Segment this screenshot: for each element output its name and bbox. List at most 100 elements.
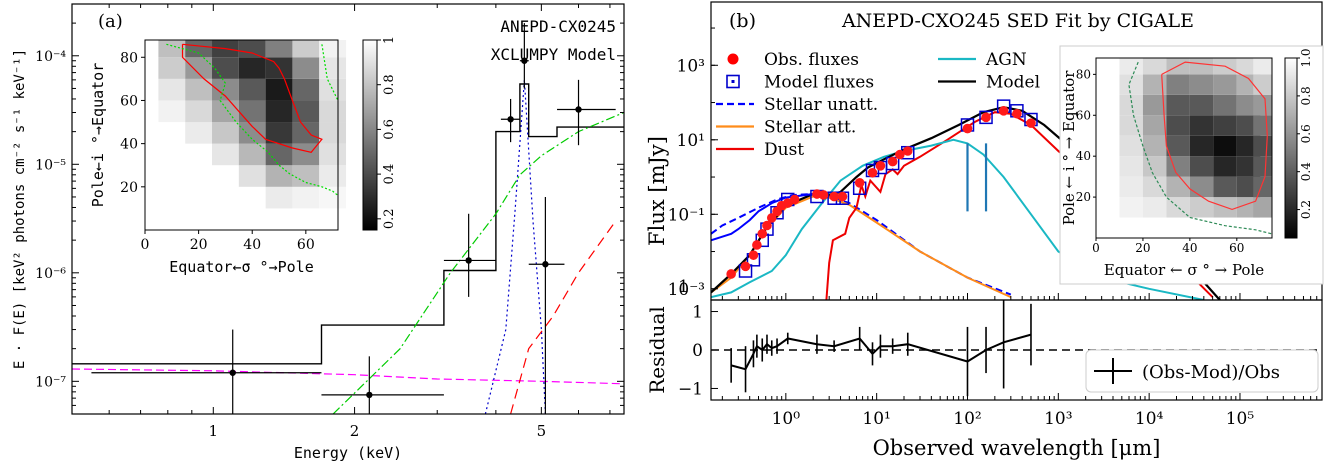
- heatmap-cell: [1253, 74, 1272, 95]
- heatmap-cell: [1213, 115, 1237, 136]
- panel-b-residual-axis-label: Residual: [645, 306, 669, 394]
- x-tick-label: 10⁴: [1135, 409, 1164, 429]
- panel-a-line-scattered_powerlaw: [72, 368, 624, 385]
- heatmap-cell: [1166, 156, 1190, 177]
- obs-flux-marker: [752, 240, 762, 250]
- obs-flux-marker: [887, 156, 898, 167]
- panel-a-frame: [71, 3, 625, 415]
- heatmap-cell: [1166, 176, 1190, 198]
- colorbar-tick-label: 0.2: [382, 208, 397, 229]
- heatmap-cell: [292, 100, 320, 123]
- heatmap-cell: [319, 57, 347, 79]
- heatmap-cell: [1142, 74, 1167, 95]
- legend-marker: [731, 80, 735, 83]
- heatmap-cell: [1142, 94, 1167, 116]
- heatmap-cell: [1253, 176, 1272, 198]
- panel-a-data-point: [557, 79, 616, 146]
- obs-flux-marker: [998, 106, 1009, 116]
- obs-flux-marker: [981, 112, 991, 123]
- heatmap-cell: [212, 143, 239, 166]
- data-marker: [575, 106, 582, 113]
- panel-b-label: (b): [729, 10, 756, 32]
- panel-b-title: ANEPD-CXO245 SED Fit by CIGALE: [841, 10, 1194, 32]
- legend-item: Model fluxes: [726, 73, 874, 93]
- heatmap-cell: [238, 57, 266, 79]
- obs-flux-marker: [829, 191, 839, 202]
- obs-flux-marker: [854, 178, 865, 188]
- heatmap-cell: [158, 78, 186, 101]
- heatmap-cell: [319, 78, 347, 101]
- heatmap-cell: [1166, 115, 1190, 136]
- legend-label: Stellar unatt.: [764, 95, 878, 115]
- panel-a: 1 2 5 10⁻⁷ 10⁻⁶ 10⁻⁵ 10⁻⁴ Energy (keV) E · F(E) …: [12, 3, 625, 462]
- residual-legend-box: [1085, 349, 1319, 393]
- obs-flux-marker: [867, 167, 878, 178]
- heatmap-cell: [1213, 74, 1237, 95]
- inset-x-axis-label: Equator←σ °→Pole: [169, 258, 314, 276]
- data-marker: [229, 369, 236, 376]
- data-marker: [521, 57, 528, 64]
- inset-y-tick-label: 80: [1076, 67, 1091, 81]
- obs-flux-marker: [837, 191, 848, 202]
- inset-green-contour: [166, 43, 339, 196]
- panel-b-line-dust: [825, 111, 1214, 300]
- legend-item: Stellar att.: [716, 118, 856, 138]
- inset-y-tick-label: 40: [1076, 149, 1091, 163]
- heatmap-cell: [1189, 135, 1214, 157]
- heatmap-cell: [292, 57, 320, 79]
- heatmap-cell: [1213, 156, 1237, 177]
- heatmap-cell: [185, 100, 213, 123]
- heatmap-cell: [319, 165, 347, 187]
- heatmap-cell: [1213, 94, 1237, 116]
- heatmap-cell: [319, 186, 347, 209]
- inset-x-tick-label: 60: [1229, 241, 1244, 255]
- heatmap-cell: [1119, 115, 1143, 136]
- heatmap-cell: [319, 40, 347, 58]
- panel-a-data-point: [321, 356, 444, 414]
- x-tick-label: 10²: [953, 409, 981, 429]
- obs-flux-marker: [902, 146, 913, 156]
- heatmap-cell: [1142, 176, 1167, 198]
- residual-series: [730, 300, 1032, 397]
- heatmap-cell: [292, 186, 320, 209]
- colorbar-tick-label: 0.8: [382, 74, 397, 95]
- inset-y-tick-label: 60: [120, 93, 138, 109]
- obs-flux-marker: [818, 190, 829, 200]
- heatmap-cell: [1253, 94, 1272, 116]
- heatmap-cell: [1142, 115, 1167, 136]
- panel-a-data-point: [443, 213, 496, 297]
- inset-y-tick-label: 60: [1076, 108, 1091, 122]
- heatmap-cell: [238, 100, 266, 123]
- heatmap-cell: [319, 143, 347, 166]
- residual-legend: (Obs-Mod)/Obs: [1085, 349, 1319, 393]
- heatmap-cell: [1142, 197, 1167, 218]
- heatmap-cell: [1189, 156, 1214, 177]
- heatmap-cell: [238, 143, 266, 166]
- heatmap-cell: [1119, 156, 1143, 177]
- heatmap-cell: [319, 100, 347, 123]
- x-tick-label: 10⁵: [1226, 409, 1255, 429]
- inset-colorbar: [362, 39, 378, 231]
- obs-flux-marker: [1026, 118, 1036, 128]
- panel-a-data-point: [519, 23, 529, 89]
- data-marker: [366, 391, 373, 399]
- panel-b-x-axis-label: Observed wavelength [μm]: [873, 436, 1161, 460]
- inset-x-tick-label: 60: [297, 237, 315, 253]
- legend-item: AGN: [938, 50, 1027, 70]
- heatmap-cell: [292, 122, 320, 144]
- obs-flux-marker: [748, 250, 759, 260]
- inset-x-tick-label: 40: [1182, 241, 1197, 255]
- heatmap-cell: [185, 78, 213, 101]
- heatmap-cell: [1119, 74, 1143, 95]
- heatmap-cell: [1119, 94, 1143, 116]
- heatmap-cell: [1142, 58, 1167, 75]
- heatmap-cell: [1166, 94, 1190, 116]
- inset-frame: [1095, 57, 1273, 239]
- heatmap-cell: [212, 122, 239, 144]
- heatmap-cell: [212, 100, 239, 123]
- residual-legend-text: (Obs-Mod)/Obs: [1142, 362, 1280, 383]
- x-tick-label: 10³: [1044, 409, 1072, 429]
- y-tick-label-extra: 1: [678, 277, 689, 297]
- inset-x-axis-label: Equator ← σ ° → Pole: [1104, 261, 1264, 279]
